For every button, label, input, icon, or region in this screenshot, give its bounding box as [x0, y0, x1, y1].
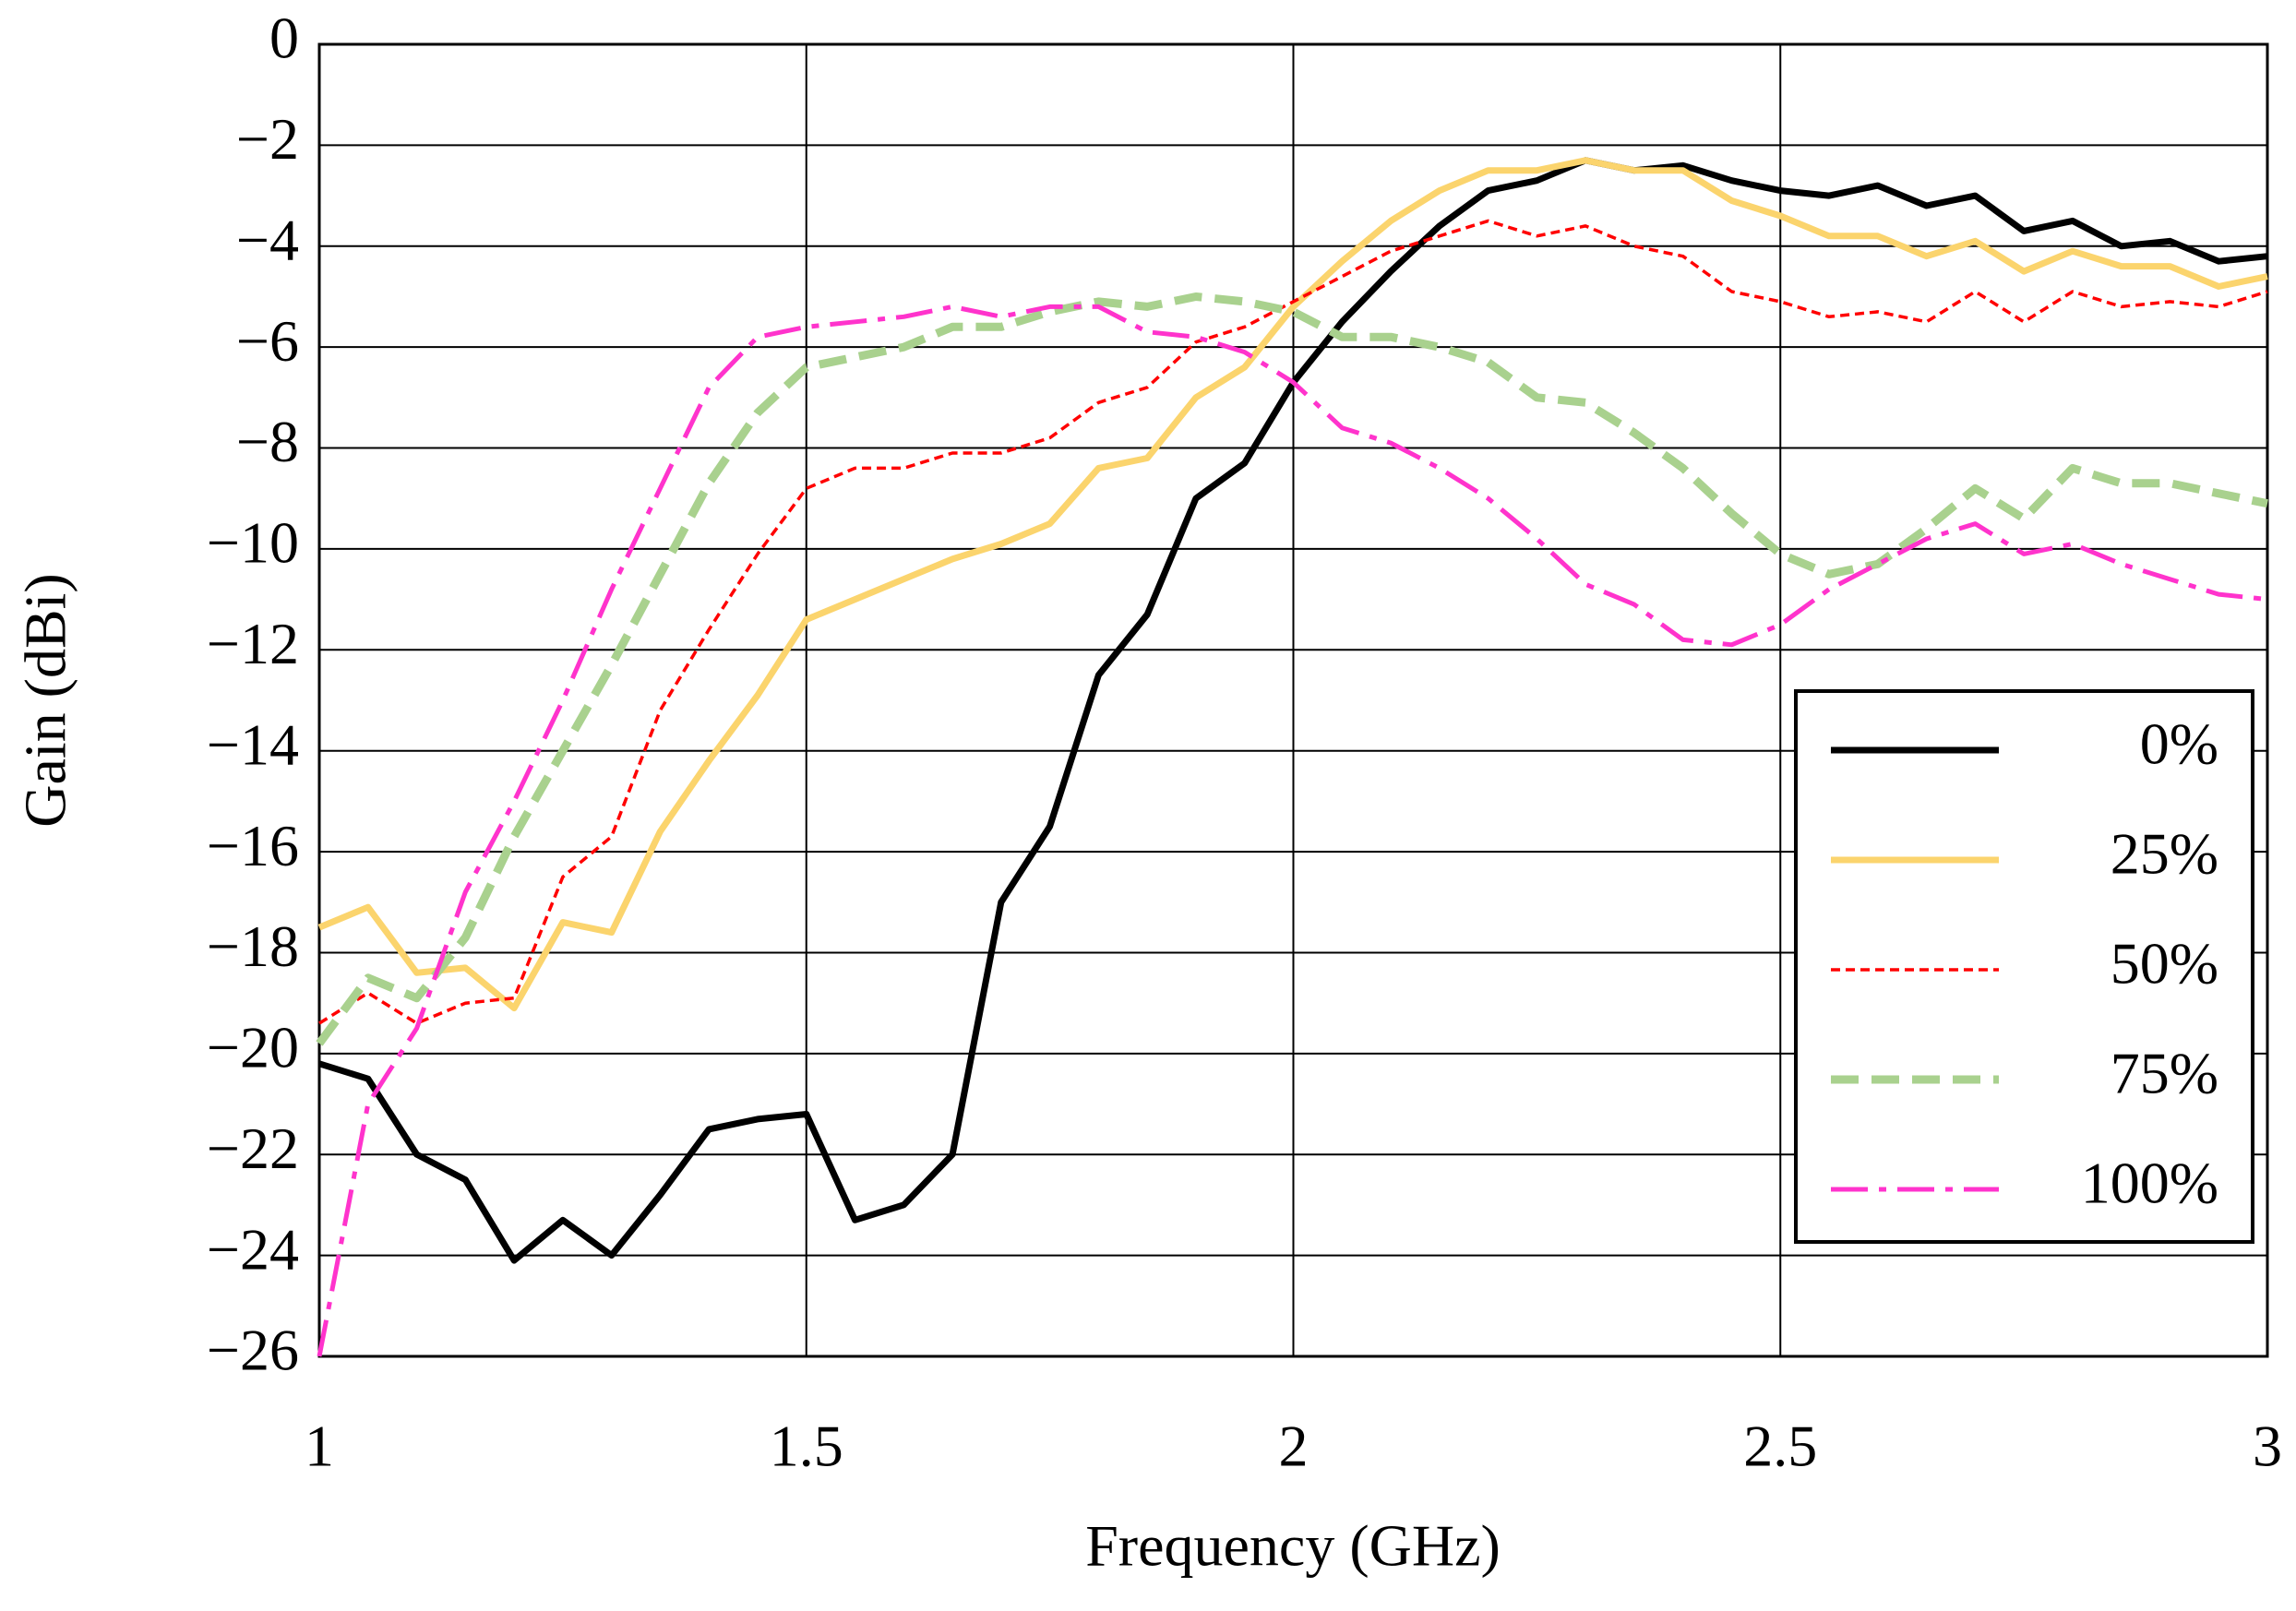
- x-tick-label: 1.5: [770, 1414, 843, 1479]
- y-tick-label: −16: [207, 813, 299, 878]
- x-axis-title: Frequency (GHz): [1085, 1513, 1501, 1579]
- y-tick-label: −18: [207, 913, 299, 979]
- series-line: [317, 157, 2268, 1012]
- y-tick-label: −6: [236, 308, 299, 374]
- x-tick-label: 3: [2253, 1414, 2282, 1479]
- y-tick-label: −24: [207, 1216, 299, 1282]
- legend-label: 75%: [2111, 1041, 2218, 1106]
- legend-label: 100%: [2081, 1151, 2218, 1216]
- series-line: [316, 292, 2268, 1046]
- y-axis-title: Gain (dBi): [13, 573, 78, 828]
- series-line: [317, 304, 2268, 1357]
- y-tick-label: −26: [207, 1318, 299, 1383]
- y-tick-label: −4: [236, 207, 299, 272]
- y-tick-label: −14: [207, 711, 299, 777]
- y-tick-label: −8: [236, 409, 299, 474]
- legend-label: 25%: [2111, 821, 2218, 887]
- plot-frame: [317, 42, 2269, 1358]
- y-tick-label: −12: [207, 611, 299, 676]
- y-tick-label: 0: [269, 6, 299, 71]
- y-tick-label: −22: [207, 1116, 299, 1181]
- legend-label: 50%: [2111, 931, 2218, 996]
- x-tick-label: 2.5: [1743, 1414, 1817, 1479]
- series-line: [318, 219, 2268, 1025]
- legend-label: 0%: [2140, 711, 2218, 777]
- legend-box: [1794, 689, 2254, 1244]
- x-tick-label: 2: [1279, 1414, 1309, 1479]
- x-tick-label: 1: [305, 1414, 334, 1479]
- y-tick-label: −10: [207, 510, 299, 576]
- y-tick-label: −2: [236, 106, 299, 172]
- y-tick-label: −20: [207, 1015, 299, 1080]
